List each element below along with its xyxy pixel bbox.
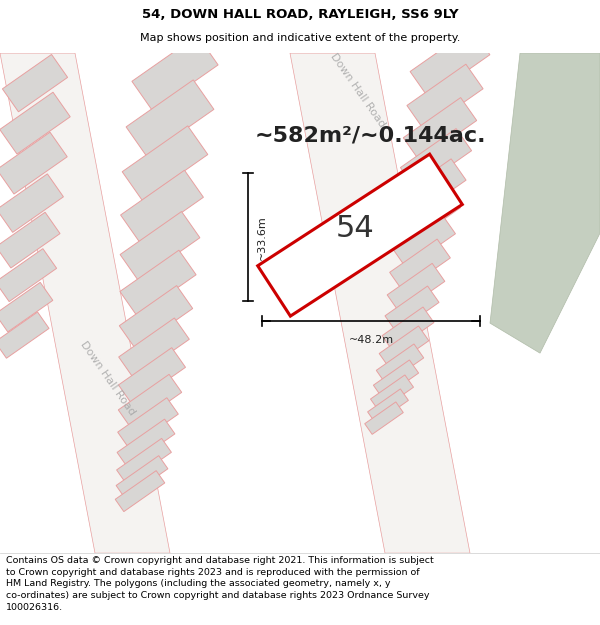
Polygon shape	[257, 154, 463, 316]
Polygon shape	[119, 286, 193, 349]
Polygon shape	[118, 374, 182, 428]
Polygon shape	[387, 263, 445, 313]
Polygon shape	[2, 54, 68, 112]
Polygon shape	[290, 53, 470, 553]
Polygon shape	[118, 348, 185, 404]
Polygon shape	[395, 187, 461, 243]
Polygon shape	[490, 53, 600, 353]
Polygon shape	[0, 249, 56, 302]
Polygon shape	[379, 326, 429, 368]
Polygon shape	[368, 389, 409, 423]
Polygon shape	[382, 307, 434, 351]
Text: ~33.6m: ~33.6m	[257, 215, 267, 259]
Polygon shape	[398, 159, 466, 218]
Polygon shape	[389, 239, 451, 291]
Text: 54: 54	[335, 214, 374, 243]
Text: Down Hall Road: Down Hall Road	[79, 339, 137, 417]
Polygon shape	[0, 53, 170, 553]
Polygon shape	[407, 64, 483, 130]
Text: 54, DOWN HALL ROAD, RAYLEIGH, SS6 9LY: 54, DOWN HALL ROAD, RAYLEIGH, SS6 9LY	[142, 8, 458, 21]
Polygon shape	[365, 402, 403, 434]
Text: Contains OS data © Crown copyright and database right 2021. This information is : Contains OS data © Crown copyright and d…	[6, 556, 434, 612]
Polygon shape	[118, 398, 178, 449]
Polygon shape	[373, 360, 419, 398]
Polygon shape	[126, 80, 214, 156]
Text: ~48.2m: ~48.2m	[349, 335, 394, 345]
Polygon shape	[122, 126, 208, 201]
Polygon shape	[117, 419, 175, 467]
Polygon shape	[116, 438, 172, 484]
Polygon shape	[0, 312, 49, 358]
Polygon shape	[0, 213, 60, 268]
Polygon shape	[0, 92, 70, 154]
Polygon shape	[121, 170, 203, 242]
Polygon shape	[376, 344, 424, 384]
Text: Map shows position and indicative extent of the property.: Map shows position and indicative extent…	[140, 33, 460, 43]
Polygon shape	[132, 36, 218, 111]
Polygon shape	[120, 250, 196, 316]
Polygon shape	[0, 132, 67, 194]
Polygon shape	[119, 318, 190, 378]
Polygon shape	[370, 375, 413, 411]
Text: ~582m²/~0.144ac.: ~582m²/~0.144ac.	[254, 125, 486, 145]
Text: Down Hall Road: Down Hall Road	[329, 51, 388, 129]
Polygon shape	[392, 214, 455, 268]
Polygon shape	[116, 456, 168, 499]
Polygon shape	[120, 211, 200, 281]
Polygon shape	[0, 174, 64, 232]
Polygon shape	[115, 471, 165, 512]
Polygon shape	[410, 29, 490, 98]
Polygon shape	[0, 282, 53, 332]
Polygon shape	[400, 129, 472, 189]
Polygon shape	[403, 98, 477, 161]
Polygon shape	[385, 286, 439, 332]
